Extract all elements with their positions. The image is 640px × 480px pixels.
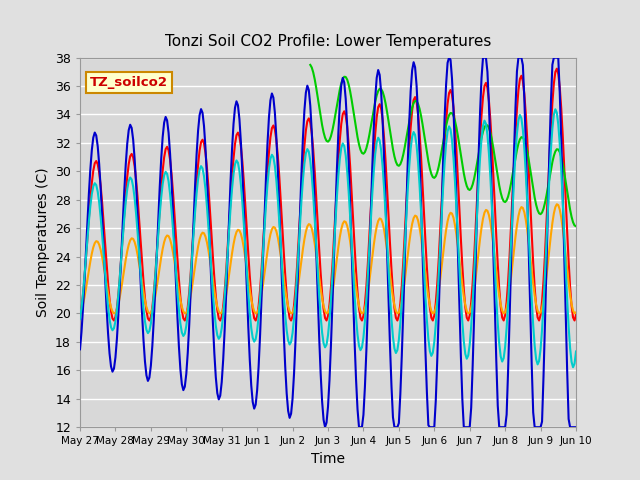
Line: Open -16cm: Open -16cm <box>310 65 576 226</box>
Y-axis label: Soil Temperatures (C): Soil Temperatures (C) <box>36 168 49 317</box>
Tree -16cm <box>86 167 94 172</box>
Tree2 -8cm <box>569 364 577 370</box>
Tree -8cm <box>86 259 94 264</box>
Tree -16cm <box>445 55 453 60</box>
X-axis label: Time: Time <box>311 452 345 466</box>
Tree -8cm <box>466 310 474 315</box>
Line: Tree -8cm: Tree -8cm <box>80 204 576 313</box>
Tree -8cm <box>110 311 118 316</box>
Open -16cm <box>470 176 478 181</box>
Tree -16cm <box>473 205 481 211</box>
Tree2 -8cm <box>230 171 237 177</box>
Tree2 -8cm <box>552 107 559 112</box>
Tree -8cm <box>231 234 239 240</box>
Open -8cm <box>456 206 463 212</box>
Tree2 -8cm <box>349 267 357 273</box>
Tree2 -8cm <box>470 271 478 277</box>
Tree2 -8cm <box>86 204 94 209</box>
Line: Tree2 -8cm: Tree2 -8cm <box>80 109 576 367</box>
Text: TZ_soilco2: TZ_soilco2 <box>90 76 168 89</box>
Title: Tonzi Soil CO2 Profile: Lower Temperatures: Tonzi Soil CO2 Profile: Lower Temperatur… <box>165 35 491 49</box>
Tree -16cm <box>572 424 580 430</box>
Tree -16cm <box>467 405 475 411</box>
Tree -8cm <box>472 276 479 281</box>
Open -8cm <box>572 312 580 318</box>
Open -16cm <box>465 186 472 192</box>
Tree -8cm <box>76 310 84 316</box>
Tree -8cm <box>351 273 358 279</box>
Tree2 -8cm <box>572 348 580 354</box>
Open -16cm <box>349 106 357 112</box>
Open -8cm <box>472 226 479 232</box>
Tree2 -8cm <box>76 316 84 322</box>
Line: Open -8cm: Open -8cm <box>80 69 576 321</box>
Open -8cm <box>86 196 94 202</box>
Tree -8cm <box>456 257 463 263</box>
Open -8cm <box>351 243 358 249</box>
Tree -16cm <box>457 353 465 359</box>
Tree -16cm <box>76 347 84 352</box>
Tree -16cm <box>349 294 357 300</box>
Open -8cm <box>553 66 561 72</box>
Open -8cm <box>76 314 84 320</box>
Open -8cm <box>466 312 474 318</box>
Open -8cm <box>231 141 239 147</box>
Tree -8cm <box>553 202 561 207</box>
Line: Tree -16cm: Tree -16cm <box>80 58 576 427</box>
Open -8cm <box>110 318 118 324</box>
Open -16cm <box>454 133 461 139</box>
Tree -16cm <box>355 424 363 430</box>
Open -16cm <box>572 223 580 229</box>
Tree2 -8cm <box>454 236 461 241</box>
Tree -8cm <box>572 310 580 315</box>
Tree -16cm <box>230 121 237 127</box>
Tree2 -8cm <box>465 353 472 359</box>
